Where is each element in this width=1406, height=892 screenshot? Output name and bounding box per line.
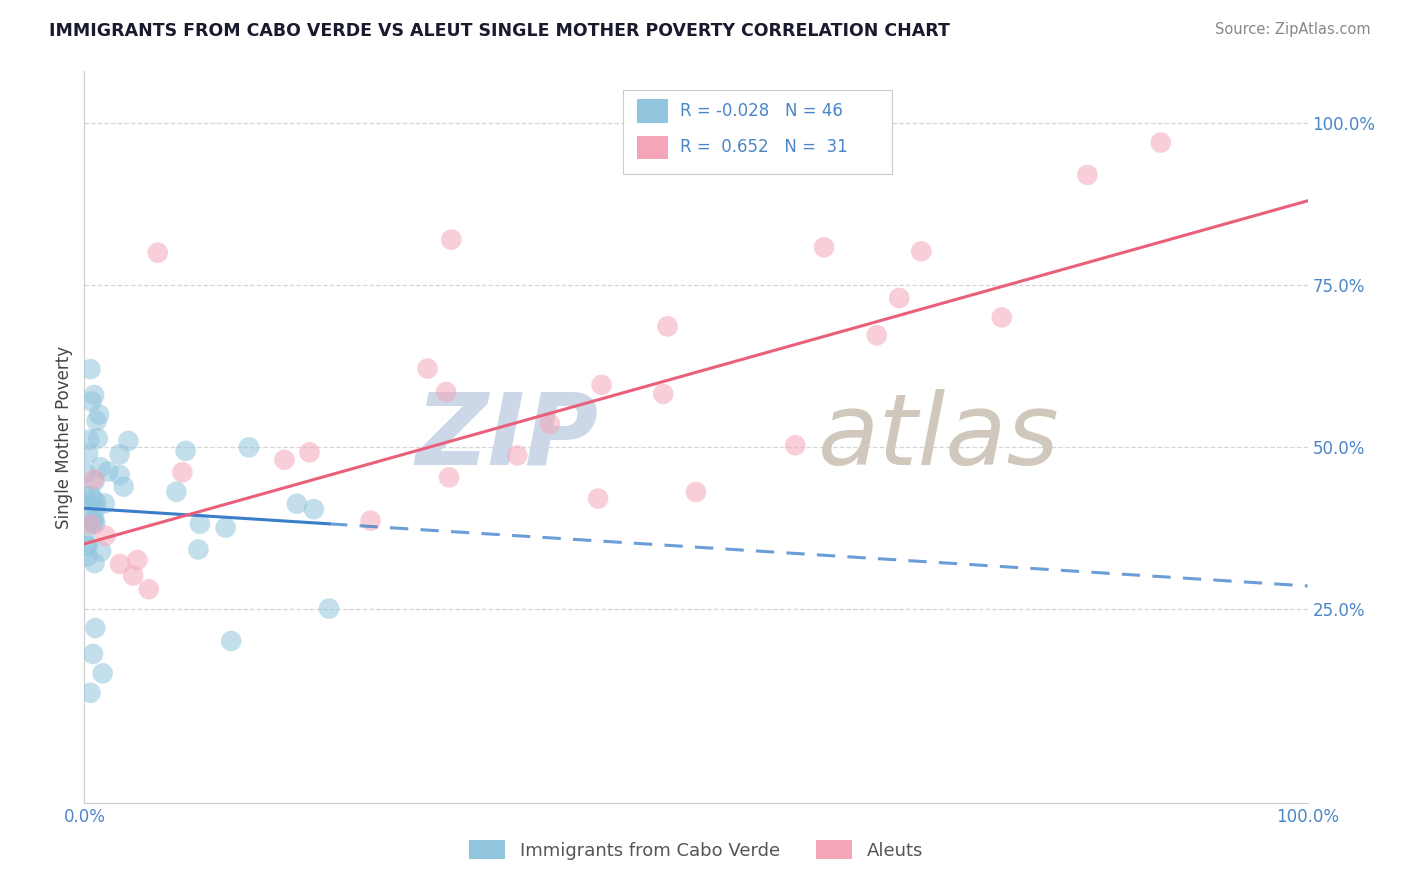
Bar [637,136,668,159]
Text: Source: ZipAtlas.com: Source: ZipAtlas.com [1215,22,1371,37]
Text: IMMIGRANTS FROM CABO VERDE VS ALEUT SINGLE MOTHER POVERTY CORRELATION CHART: IMMIGRANTS FROM CABO VERDE VS ALEUT SING… [49,22,950,40]
Point [77,502,100,516]
Point [75,489,97,503]
Point [506,449,529,463]
Point [90,544,112,558]
Point [591,377,613,392]
Point [84,621,107,635]
Point [174,443,197,458]
Bar [637,99,668,122]
Point [165,484,187,499]
Point [785,438,807,452]
Point [138,582,160,597]
Point [76,539,98,553]
Point [83,388,105,402]
Legend: Immigrants from Cabo Verde, Aleuts: Immigrants from Cabo Verde, Aleuts [463,833,929,867]
Point [75,466,97,480]
Point [82,516,104,531]
Text: ZIP: ZIP [415,389,598,485]
Point [866,328,889,343]
Point [127,553,149,567]
Point [83,474,105,488]
Point [79,433,101,447]
Point [416,361,439,376]
Point [108,447,131,461]
Point [146,245,169,260]
Point [83,472,105,486]
Point [75,525,97,540]
Point [214,521,236,535]
Bar [623,90,891,174]
Point [90,460,112,475]
Point [434,385,457,400]
Point [79,362,101,376]
Point [1150,136,1173,150]
Point [82,647,104,661]
Point [813,240,835,254]
Point [238,441,260,455]
Point [87,408,110,422]
Point [910,244,932,259]
Point [586,491,609,506]
Point [79,517,101,532]
Y-axis label: Single Mother Poverty: Single Mother Poverty [55,345,73,529]
Point [80,488,103,502]
Point [219,634,242,648]
Point [108,467,131,482]
Point [122,568,145,582]
Point [273,452,295,467]
Point [108,557,131,571]
Point [657,319,679,334]
Point [302,502,325,516]
Point [94,529,117,543]
Point [87,431,110,445]
Text: R = -0.028   N = 46: R = -0.028 N = 46 [681,102,844,120]
Point [437,470,460,484]
Point [298,445,321,459]
Point [84,501,107,516]
Point [172,466,194,480]
Point [75,539,97,553]
Point [77,446,100,460]
Point [97,465,120,479]
Point [360,514,382,528]
Text: R =  0.652   N =  31: R = 0.652 N = 31 [681,138,848,156]
Point [84,495,107,509]
Point [188,516,211,531]
Point [440,233,463,247]
Point [80,394,103,409]
Point [83,556,105,570]
Point [117,434,139,448]
Text: atlas: atlas [818,389,1060,485]
Point [83,493,105,508]
Point [285,497,308,511]
Point [84,516,107,531]
Point [187,542,209,557]
Point [318,601,340,615]
Point [91,666,114,681]
Point [112,479,135,493]
Point [685,485,707,500]
Point [1076,168,1098,182]
Point [79,686,101,700]
Point [86,414,108,428]
Point [77,549,100,564]
Point [652,387,675,401]
Point [93,496,115,510]
Point [538,417,561,431]
Point [83,512,105,526]
Point [991,310,1014,325]
Point [889,291,911,305]
